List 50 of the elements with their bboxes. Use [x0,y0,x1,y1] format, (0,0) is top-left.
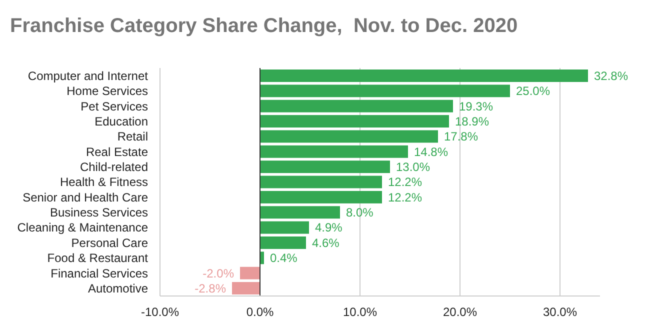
bar [260,70,588,82]
data-label: -2.8% [194,281,226,296]
data-label: 0.4% [270,251,298,266]
data-label: 12.2% [388,190,422,204]
y-tick-label: Real Estate [86,144,148,159]
y-tick-label: Pet Services [80,99,148,114]
data-label: 8.0% [346,206,374,220]
data-label: 13.0% [396,160,430,174]
x-tick-label: 20.0% [442,305,478,319]
y-tick-label: Financial Services [50,266,148,280]
bar [260,206,340,219]
y-tick-label: Cleaning & Maintenance [17,220,148,235]
data-label: 4.6% [312,236,340,250]
bar [260,84,510,98]
bar [240,266,260,280]
bar [260,130,438,143]
data-label: -2.0% [202,266,234,280]
data-label: 25.0% [516,84,550,98]
y-tick-label: Business Services [50,206,148,220]
y-tick-label: Automotive [88,281,148,296]
chart-title: Franchise Category Share Change, Nov. to Dec. 2020 [10,15,518,37]
x-tick-label: -10.0% [140,305,180,319]
bar [232,282,260,294]
y-tick-label: Senior and Health Care [22,190,148,204]
bar [260,115,449,128]
bar [260,145,408,158]
y-tick-label: Food & Restaurant [47,251,149,266]
x-tick-label: 30.0% [542,305,578,319]
data-label: 17.8% [444,130,478,144]
y-tick-label: Health & Fitness [60,175,148,190]
x-tick-label: 10.0% [342,305,378,319]
x-tick-label: 0.0% [246,305,274,319]
bar [260,221,309,234]
data-label: 19.3% [459,99,494,114]
bar [260,100,453,112]
y-tick-label: Home Services [66,84,148,98]
data-label: 18.9% [455,114,490,128]
data-label: 32.8% [594,68,628,83]
bar [260,160,390,174]
data-label: 12.2% [388,175,422,190]
y-tick-label: Education [94,114,148,128]
y-tick-label: Personal Care [71,236,148,250]
bar [260,176,382,188]
data-label: 14.8% [414,144,448,159]
y-tick-label: Computer and Internet [28,68,149,83]
y-tick-label: Retail [117,130,148,144]
data-label: 4.9% [315,220,343,235]
y-tick-label: Child-related [80,160,148,174]
bar [260,236,306,249]
bar [260,190,382,204]
